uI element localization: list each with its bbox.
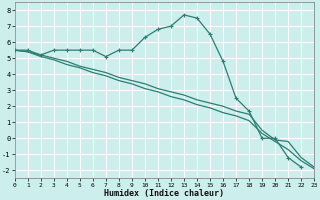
X-axis label: Humidex (Indice chaleur): Humidex (Indice chaleur)	[104, 189, 224, 198]
